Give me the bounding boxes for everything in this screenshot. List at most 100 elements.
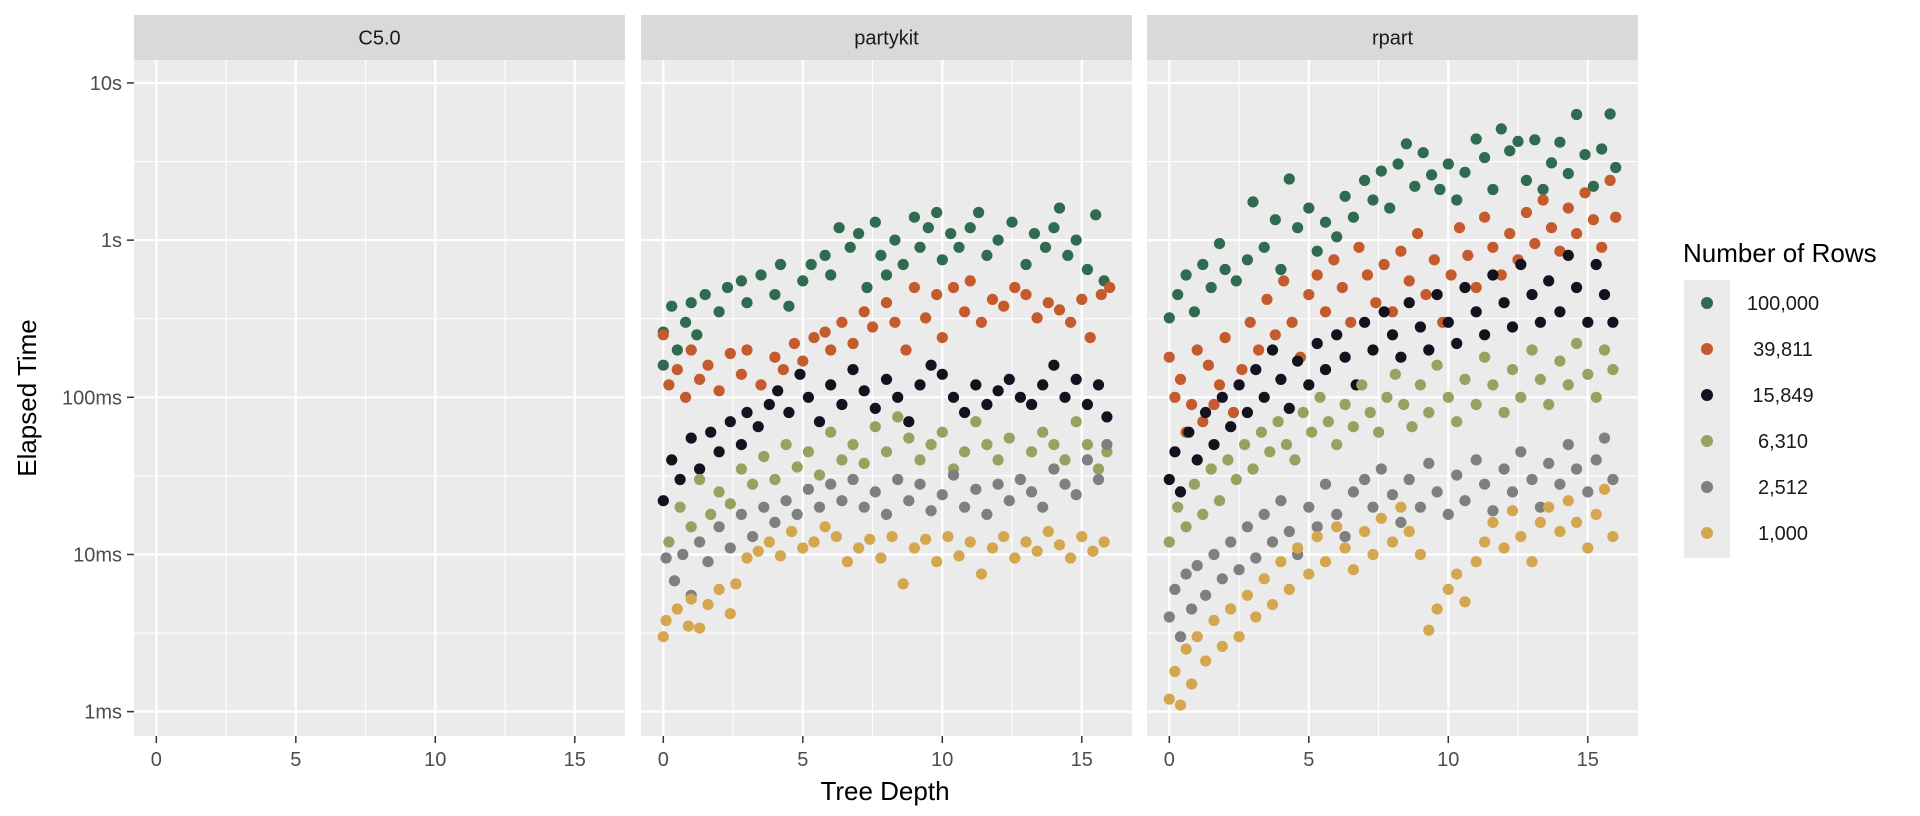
data-point <box>1278 275 1290 287</box>
data-point <box>1562 495 1574 507</box>
facet-strip <box>1147 15 1638 60</box>
data-point <box>1598 344 1611 356</box>
data-point <box>1163 351 1175 363</box>
data-point <box>1241 254 1253 266</box>
data-point <box>1188 478 1200 490</box>
data-point <box>713 446 725 458</box>
data-point <box>1303 501 1315 513</box>
data-point <box>1534 316 1546 328</box>
data-point <box>1431 486 1443 498</box>
legend-label: 1,000 <box>1758 523 1808 545</box>
data-point <box>1459 495 1471 507</box>
data-point <box>892 411 904 423</box>
data-point <box>908 542 921 554</box>
data-point <box>1213 495 1226 507</box>
y-tick-label: 1ms <box>84 702 122 724</box>
x-tick-label: 5 <box>290 749 301 771</box>
data-point <box>1028 228 1040 240</box>
data-point <box>1607 316 1619 328</box>
data-point <box>1495 269 1507 281</box>
data-point <box>1506 321 1519 333</box>
data-point <box>964 536 976 548</box>
data-point <box>1459 373 1471 385</box>
data-point <box>1084 332 1096 344</box>
data-point <box>914 379 926 391</box>
data-point <box>1014 391 1026 403</box>
data-point <box>959 446 971 458</box>
legend-title: Number of Rows <box>1683 238 1877 268</box>
data-point <box>1319 306 1332 318</box>
data-point <box>1375 512 1387 524</box>
data-point <box>959 306 971 318</box>
data-point <box>1163 473 1175 486</box>
data-point <box>1059 478 1071 490</box>
data-point <box>1048 222 1060 234</box>
data-point <box>674 473 686 486</box>
data-point <box>1026 486 1038 498</box>
data-point <box>1562 249 1574 261</box>
data-point <box>1272 416 1284 428</box>
data-point <box>947 391 960 403</box>
data-point <box>1571 281 1583 294</box>
data-point <box>1253 344 1265 356</box>
data-point <box>1297 406 1309 419</box>
data-point <box>1319 556 1332 568</box>
data-point <box>1534 373 1546 385</box>
data-point <box>808 332 820 344</box>
data-point <box>1529 134 1541 146</box>
data-point <box>981 249 993 261</box>
y-tick-label: 10s <box>90 73 122 95</box>
data-point <box>1431 289 1443 301</box>
data-point <box>713 385 725 397</box>
data-point <box>875 249 887 261</box>
legend-key <box>1701 527 1713 539</box>
data-point <box>1395 351 1407 363</box>
data-point <box>1526 473 1538 486</box>
legend-label: 100,000 <box>1747 293 1819 315</box>
data-point <box>1386 329 1399 341</box>
data-point <box>783 300 795 312</box>
legend-key <box>1701 297 1713 309</box>
data-point <box>1543 501 1555 513</box>
data-point <box>1169 391 1181 403</box>
data-point <box>1292 222 1304 234</box>
data-point <box>925 505 937 517</box>
data-point <box>1202 359 1214 371</box>
data-point <box>1070 373 1082 385</box>
data-point <box>1590 258 1602 271</box>
data-point <box>1208 548 1220 561</box>
data-point <box>1587 214 1599 226</box>
data-point <box>970 416 982 428</box>
data-point <box>1244 316 1256 328</box>
data-point <box>1400 138 1412 150</box>
data-point <box>1180 643 1192 655</box>
data-point <box>694 473 706 486</box>
data-point <box>819 521 831 533</box>
data-point <box>975 316 988 328</box>
data-point <box>802 391 815 403</box>
data-point <box>1328 254 1340 266</box>
data-point <box>1431 603 1443 615</box>
data-point <box>1250 552 1262 564</box>
data-point <box>694 463 706 475</box>
data-point <box>671 603 683 615</box>
data-point <box>1283 525 1295 538</box>
data-point <box>1098 536 1110 548</box>
data-point <box>769 351 781 363</box>
data-point <box>1398 398 1410 411</box>
data-point <box>1554 478 1566 490</box>
data-point <box>1562 379 1574 391</box>
data-point <box>1364 406 1376 419</box>
data-point <box>1042 525 1054 538</box>
data-point <box>1339 190 1351 202</box>
data-point <box>1370 297 1382 309</box>
data-point <box>1059 391 1071 403</box>
data-point <box>1247 463 1259 475</box>
data-point <box>1233 379 1245 391</box>
data-point <box>1582 368 1594 380</box>
data-point <box>914 478 926 490</box>
data-point <box>786 525 798 538</box>
data-point <box>1604 174 1616 186</box>
data-point <box>1163 312 1175 324</box>
data-point <box>1571 108 1583 121</box>
